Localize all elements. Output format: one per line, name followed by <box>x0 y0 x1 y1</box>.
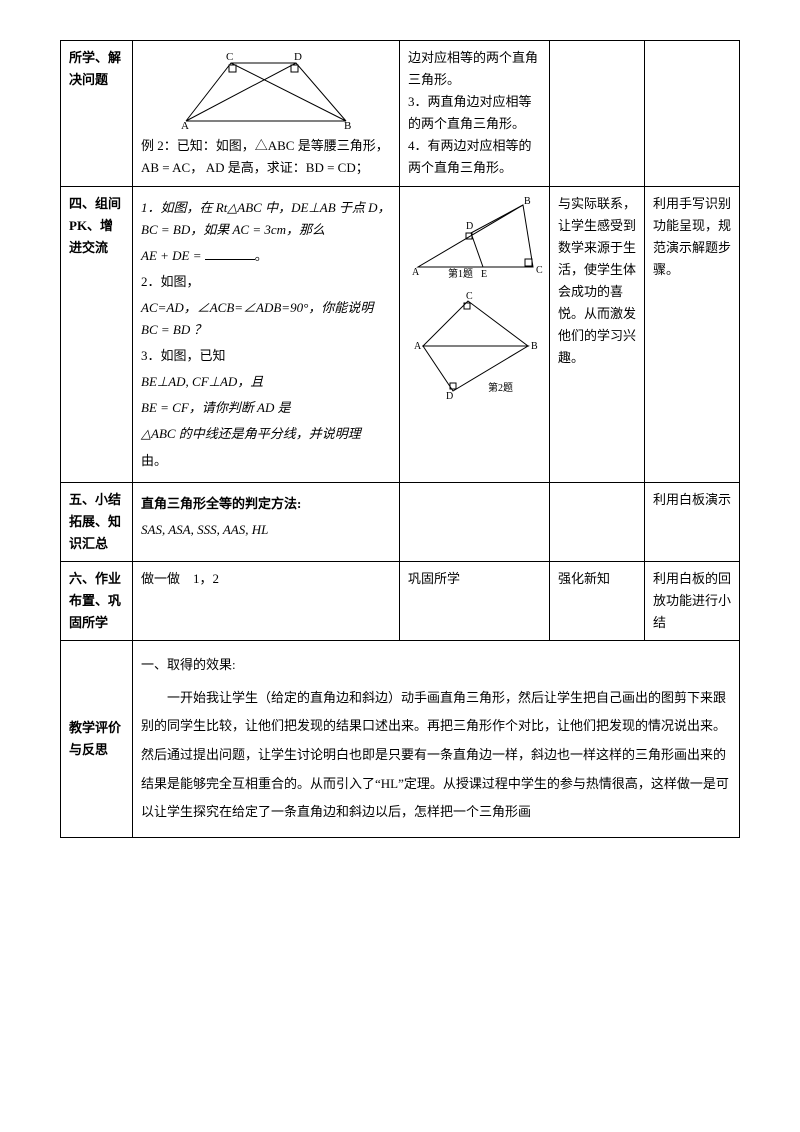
row4-col4: 强化新知 <box>550 561 645 640</box>
row5-label: 教学评价与反思 <box>61 641 133 838</box>
q3-line5: 由。 <box>141 450 391 472</box>
row2-figures: A C B D E 第1题 A B C D 第2题 <box>400 186 550 482</box>
reflection-heading: 一、取得的效果: <box>141 651 731 680</box>
reflection-body: 一开始我让学生（给定的直角边和斜边）动手画直角三角形，然后让学生把自己画出的图剪… <box>141 684 731 827</box>
row-group-pk: 四、组间 PK、增进交流 1．如图，在 Rt△ABC 中，DE⊥AB 于点 D，… <box>61 186 740 482</box>
row2-content: 1．如图，在 Rt△ABC 中，DE⊥AB 于点 D，BC = BD，如果 AC… <box>133 186 400 482</box>
row1-example-text: 例 2：已知：如图，△ABC 是等腰三角形，AB = AC， AD 是高，求证：… <box>141 135 391 179</box>
svg-text:B: B <box>531 341 538 352</box>
figure-q1: A C B D E 第1题 <box>408 197 548 287</box>
row4-col3: 巩固所学 <box>400 561 550 640</box>
row-homework: 六、作业布置、巩固所学 做一做 1，2 巩固所学 强化新知 利用白板的回放功能进… <box>61 561 740 640</box>
triangle-diagram-1: A B C D <box>176 51 356 131</box>
row-reflection: 教学评价与反思 一、取得的效果: 一开始我让学生（给定的直角边和斜边）动手画直角… <box>61 641 740 838</box>
svg-text:A: A <box>412 267 420 278</box>
svg-text:C: C <box>466 291 473 302</box>
row1-label: 所学、解决问题 <box>61 41 133 187</box>
row2-note2: 利用手写识别功能呈现，规范演示解题步骤。 <box>645 186 740 482</box>
q3-line3: BE = CF，请你判断 AD 是 <box>141 397 391 419</box>
row1-blank2 <box>645 41 740 187</box>
row3-note1 <box>550 482 645 561</box>
fill-blank <box>205 259 255 260</box>
row2-label-text: 四、组间 PK、增进交流 <box>69 196 121 255</box>
q2-line2: AC=AD，∠ACB=∠ADB=90°，你能说明 BC = BD ？ <box>141 297 391 341</box>
row-summary: 五、小结拓展、知识汇总 直角三角形全等的判定方法: SAS, ASA, SSS,… <box>61 482 740 561</box>
row4-col5: 利用白板的回放功能进行小结 <box>645 561 740 640</box>
q1-line2: AE + DE = 。 <box>141 245 391 267</box>
q3-line2: BE⊥AD, CF⊥AD，且 <box>141 371 391 393</box>
row-solve-problems: 所学、解决问题 A B C D 例 2：已知：如图，△ABC 是等腰三角形，AB… <box>61 41 740 187</box>
row1-note: 边对应相等的两个直角三角形。 3．两直角边对应相等的两个直角三角形。 4．有两边… <box>400 41 550 187</box>
row1-blank1 <box>550 41 645 187</box>
svg-text:B: B <box>344 120 351 131</box>
svg-text:B: B <box>524 197 531 207</box>
row5-content: 一、取得的效果: 一开始我让学生（给定的直角边和斜边）动手画直角三角形，然后让学… <box>133 641 740 838</box>
svg-text:E: E <box>481 269 487 280</box>
row3-label: 五、小结拓展、知识汇总 <box>61 482 133 561</box>
svg-text:D: D <box>294 51 302 63</box>
q2-line1: 2．如图， <box>141 271 391 293</box>
svg-text:第1题: 第1题 <box>448 267 473 280</box>
svg-text:第2题: 第2题 <box>488 381 513 394</box>
figure-q2: A B C D 第2题 <box>408 291 548 401</box>
q3-line1: 3．如图，已知 <box>141 345 391 367</box>
row4-label: 六、作业布置、巩固所学 <box>61 561 133 640</box>
svg-text:C: C <box>536 265 543 276</box>
row3-heading: 直角三角形全等的判定方法: <box>141 493 391 515</box>
svg-text:D: D <box>466 221 473 232</box>
row3-content: 直角三角形全等的判定方法: SAS, ASA, SSS, AAS, HL <box>133 482 400 561</box>
row1-content: A B C D 例 2：已知：如图，△ABC 是等腰三角形，AB = AC， A… <box>133 41 400 187</box>
q1-line1: 1．如图，在 Rt△ABC 中，DE⊥AB 于点 D，BC = BD，如果 AC… <box>141 197 391 241</box>
lesson-plan-table: 所学、解决问题 A B C D 例 2：已知：如图，△ABC 是等腰三角形，AB… <box>60 40 740 838</box>
svg-text:A: A <box>181 120 189 131</box>
svg-text:A: A <box>414 341 422 352</box>
row4-content: 做一做 1，2 <box>133 561 400 640</box>
q3-line4: △ABC 的中线还是角平分线，并说明理 <box>141 423 391 445</box>
row2-label: 四、组间 PK、增进交流 <box>61 186 133 482</box>
row3-blank <box>400 482 550 561</box>
row2-note1: 与实际联系，让学生感受到数学来源于生活，使学生体会成功的喜悦。从而激发他们的学习… <box>550 186 645 482</box>
svg-text:D: D <box>446 391 453 401</box>
row3-methods: SAS, ASA, SSS, AAS, HL <box>141 519 391 541</box>
row3-note2: 利用白板演示 <box>645 482 740 561</box>
svg-text:C: C <box>226 51 233 63</box>
